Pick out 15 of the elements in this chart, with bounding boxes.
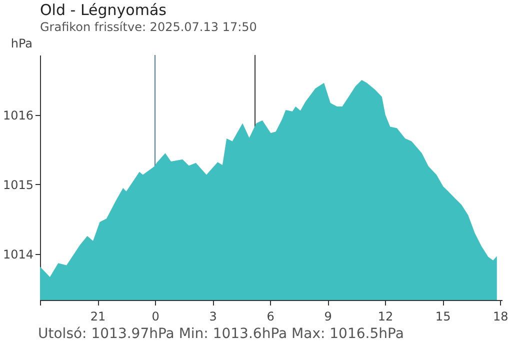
x-tick-label: 12 <box>378 310 394 324</box>
chart-subtitle: Grafikon frissítve: 2025.07.13 17:50 <box>40 20 257 34</box>
x-tick-label: 9 <box>324 310 332 324</box>
text: Utolsó: 1013.97hPa Min: 1013.6hPa Max: 1016.5hPa <box>38 326 404 342</box>
x-tick-label: 21 <box>90 310 106 324</box>
chart-title: Old - Légnyomás <box>40 1 167 19</box>
y-axis-title: hPa <box>10 36 32 50</box>
y-tick-label: 1015 <box>2 178 34 192</box>
x-tick-label: 3 <box>209 310 217 324</box>
x-tick-label: 15 <box>435 310 451 324</box>
x-tick-label: 6 <box>266 310 274 324</box>
y-tick-label: 1014 <box>2 248 34 262</box>
x-tick-label: 0 <box>152 310 160 324</box>
x-tick-label: 18 <box>492 310 508 324</box>
y-tick-label: 1016 <box>2 108 34 122</box>
